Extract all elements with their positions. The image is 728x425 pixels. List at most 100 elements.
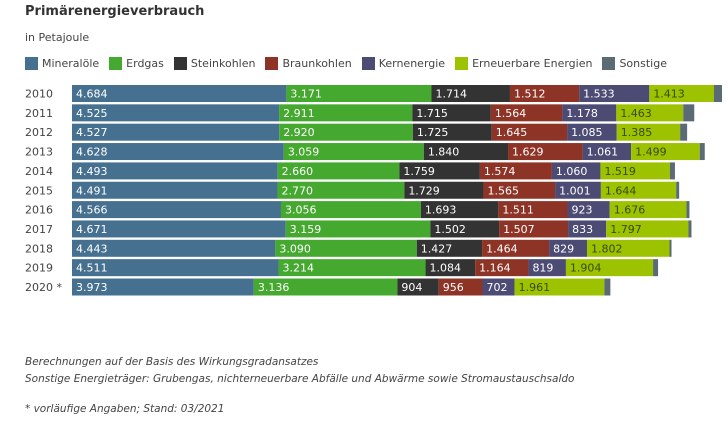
data-label: 4.491 — [76, 184, 108, 197]
note-method: Berechnungen auf der Basis des Wirkungsg… — [25, 356, 319, 368]
bar-segment — [420, 201, 499, 219]
data-label: 1.904 — [570, 262, 602, 275]
bar-segment — [669, 239, 672, 257]
bar-segment — [669, 162, 675, 180]
category-label: 2012 — [25, 126, 53, 139]
legend-label: Erdgas — [126, 57, 164, 70]
bar-segment — [508, 143, 583, 161]
data-label: 1.001 — [559, 184, 591, 197]
data-label: 1.565 — [487, 184, 519, 197]
data-label: 1.499 — [635, 146, 667, 159]
legend-swatch — [109, 57, 123, 70]
bar-segment — [275, 239, 417, 257]
data-label: 1.725 — [417, 126, 449, 139]
data-label: 956 — [443, 281, 464, 294]
data-label: 1.463 — [620, 107, 652, 120]
bar-segment — [528, 259, 566, 277]
bar-segment — [479, 162, 552, 180]
bar-segment — [425, 259, 476, 277]
data-label: 833 — [572, 223, 593, 236]
bar-segment — [562, 104, 617, 122]
bar-segment — [686, 201, 690, 219]
bar-segment — [438, 278, 483, 296]
bar-segment — [600, 181, 677, 199]
legend-label: Mineralöle — [42, 57, 100, 70]
data-label: 3.056 — [285, 204, 317, 217]
legend-item: Kernenergie — [361, 57, 445, 70]
data-label: 2.660 — [282, 165, 314, 178]
data-label: 1.085 — [571, 126, 603, 139]
category-label: 2020 * — [25, 281, 62, 294]
bar-segment — [286, 85, 432, 102]
legend-label: Braunkohlen — [282, 57, 352, 70]
bar-segment — [555, 181, 601, 199]
data-label: 1.060 — [556, 165, 588, 178]
data-label: 923 — [571, 204, 592, 217]
data-label: 1.564 — [495, 107, 527, 120]
data-label: 819 — [532, 262, 553, 275]
bar-segment — [72, 85, 287, 102]
bar-segment — [399, 162, 480, 180]
bar-segment — [491, 123, 568, 141]
data-label: 1.084 — [430, 262, 462, 275]
bar-segment — [72, 162, 278, 180]
data-label: 3.059 — [288, 146, 320, 159]
data-label: 1.464 — [486, 242, 518, 255]
bar-segment — [431, 85, 510, 102]
data-label: 3.214 — [282, 262, 314, 275]
data-label: 2.911 — [283, 107, 315, 120]
category-label: 2016 — [25, 204, 53, 217]
data-label: 1.676 — [614, 204, 646, 217]
data-label: 1.413 — [653, 88, 685, 101]
bar-segment — [277, 181, 405, 199]
bar-segment — [482, 239, 550, 257]
bar-segment — [567, 201, 610, 219]
data-label: 4.684 — [76, 88, 108, 101]
data-label: 4.493 — [76, 165, 108, 178]
bar-segment — [280, 201, 421, 219]
legend-swatch — [361, 57, 375, 70]
bar-segment — [606, 220, 689, 238]
bar-segment — [587, 239, 670, 257]
bar-segment — [568, 220, 607, 238]
bar-segment — [278, 259, 426, 277]
bar-segment — [683, 104, 695, 122]
bar-segment — [397, 278, 439, 296]
bar-segment — [285, 220, 431, 238]
bar-segment — [699, 143, 705, 161]
bar-segment — [72, 104, 280, 122]
bar-segment — [600, 162, 670, 180]
bar-segment — [567, 123, 617, 141]
bar-segment — [279, 123, 413, 141]
data-label: 1.061 — [587, 146, 619, 159]
data-label: 3.973 — [76, 281, 108, 294]
chart-subtitle: in Petajoule — [25, 31, 90, 44]
bar-segment — [499, 220, 569, 238]
bar-segment — [565, 259, 654, 277]
data-label: 904 — [401, 281, 422, 294]
data-label: 1.645 — [496, 126, 528, 139]
data-label: 1.511 — [502, 204, 534, 217]
bar-segment — [509, 85, 580, 102]
data-label: 1.797 — [610, 223, 642, 236]
note-preliminary: * vorläufige Angaben; Stand: 03/2021 — [25, 403, 225, 415]
bar-segment — [616, 104, 684, 122]
bar-segment — [279, 104, 413, 122]
bar-segment — [430, 220, 500, 238]
data-label: 1.729 — [408, 184, 440, 197]
bar-segment — [653, 259, 659, 277]
bar-segment — [713, 85, 722, 102]
bar-segment — [423, 143, 509, 161]
data-label: 1.840 — [428, 146, 460, 159]
legend-item: Braunkohlen — [265, 57, 352, 70]
data-label: 1.574 — [484, 165, 516, 178]
data-label: 1.178 — [566, 107, 598, 120]
data-label: 4.527 — [76, 126, 108, 139]
data-label: 4.628 — [76, 146, 108, 159]
category-label: 2013 — [25, 146, 53, 159]
data-label: 4.525 — [76, 107, 108, 120]
bar-segment — [72, 201, 281, 219]
bar-segment — [72, 123, 280, 141]
